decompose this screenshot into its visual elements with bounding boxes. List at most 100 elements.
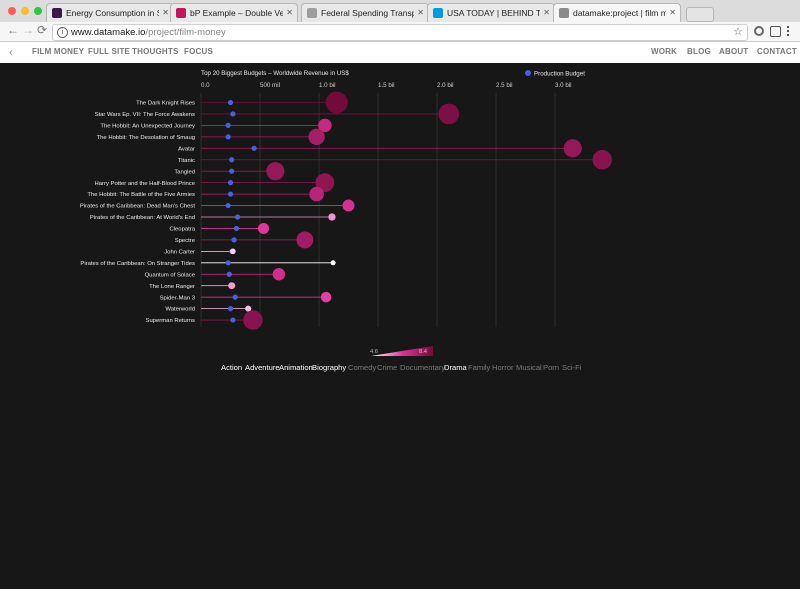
extension-page-icon[interactable] bbox=[770, 26, 781, 37]
nav-film-money[interactable]: FILM MONEY bbox=[32, 47, 85, 56]
film-row[interactable]: Pirates of the Caribbean: On Stranger Ti… bbox=[80, 260, 336, 267]
browser-tab-strip: Energy Consumption in Spain✕bP Example –… bbox=[0, 0, 800, 23]
genre-documentary[interactable]: Documentary bbox=[400, 363, 446, 372]
genre-sci-fi[interactable]: Sci-Fi bbox=[562, 363, 582, 372]
film-row[interactable]: Pirates of the Caribbean: At World's End bbox=[90, 213, 336, 221]
film-row[interactable]: Spectre bbox=[175, 231, 314, 249]
revenue-bubble[interactable] bbox=[318, 118, 332, 133]
film-money-chart: Top 20 Biggest Budgets – Worldwide Reven… bbox=[80, 70, 612, 356]
film-row[interactable]: Pirates of the Caribbean: Dead Man's Che… bbox=[80, 199, 355, 212]
film-row[interactable]: The Hobbit: The Battle of the Five Armie… bbox=[87, 186, 324, 202]
nav-thoughts[interactable]: THOUGHTS bbox=[132, 47, 179, 56]
film-row[interactable]: Avatar bbox=[178, 139, 582, 158]
genre-adventure[interactable]: Adventure bbox=[245, 363, 280, 372]
tab-close-icon[interactable]: ✕ bbox=[286, 8, 293, 17]
x-tick-labels: 0.0 500 mil 1.0 bil 1.5 bil 2.0 bil 2.5 bil 3.… bbox=[201, 82, 572, 89]
revenue-bubble[interactable] bbox=[243, 310, 263, 330]
film-row[interactable]: Tangled bbox=[174, 162, 285, 181]
site-info-icon[interactable]: i bbox=[57, 27, 68, 38]
film-row[interactable]: Waterworld bbox=[165, 305, 252, 313]
film-row[interactable]: John Carter bbox=[164, 248, 236, 256]
forward-arrow-icon[interactable]: → bbox=[22, 23, 34, 37]
nav-full-site[interactable]: FULL SITE bbox=[88, 47, 131, 56]
film-row[interactable]: The Hobbit: An Unexpected Journey bbox=[100, 118, 332, 133]
nav-blog[interactable]: BLOG bbox=[687, 47, 711, 56]
browser-tab[interactable]: Federal Spending Transparency✕ bbox=[301, 3, 429, 22]
revenue-bubble[interactable] bbox=[328, 213, 336, 221]
revenue-bubble[interactable] bbox=[438, 103, 460, 125]
revenue-bubble[interactable] bbox=[245, 305, 252, 312]
genre-action[interactable]: Action bbox=[221, 363, 243, 372]
revenue-bubble[interactable] bbox=[342, 199, 355, 212]
reload-icon[interactable]: ⟳ bbox=[37, 23, 48, 37]
revenue-bubble[interactable] bbox=[296, 231, 314, 249]
film-row[interactable]: Star Wars Ep. VII: The Force Awakens bbox=[95, 103, 460, 125]
bookmark-star-icon[interactable]: ☆ bbox=[733, 26, 743, 38]
close-window-icon[interactable] bbox=[8, 7, 16, 15]
film-row[interactable]: Titanic bbox=[178, 150, 612, 170]
genre-horror[interactable]: Horror bbox=[492, 363, 514, 372]
browser-tab[interactable]: datamake:project | film money✕ bbox=[553, 3, 681, 22]
tab-close-icon[interactable]: ✕ bbox=[162, 8, 169, 17]
genre-drama[interactable]: Drama bbox=[444, 363, 467, 372]
film-row[interactable]: Quantum of Solace bbox=[145, 268, 286, 281]
film-row[interactable]: Superman Returns bbox=[146, 310, 263, 330]
url-field[interactable]: i www.datamake.io/project/film-money ☆ bbox=[52, 24, 748, 41]
x-tick-label: 1.5 bil bbox=[378, 82, 395, 89]
revenue-bubble[interactable] bbox=[320, 291, 332, 303]
budget-dot bbox=[229, 168, 235, 174]
genre-porn[interactable]: Porn bbox=[543, 363, 560, 372]
genre-crime[interactable]: Crime bbox=[377, 363, 398, 372]
minimize-window-icon[interactable] bbox=[21, 7, 29, 15]
extension-ring-icon[interactable] bbox=[754, 26, 764, 36]
nav-back-chevron-icon[interactable]: ‹ bbox=[9, 45, 14, 59]
browser-tab[interactable]: bP Example – Double Vertical B✕ bbox=[170, 3, 298, 22]
revenue-bubble[interactable] bbox=[325, 91, 348, 114]
film-row[interactable]: The Hobbit: The Desolation of Smaug bbox=[97, 128, 325, 146]
film-row[interactable]: Harry Potter and the Half-Blood Prince bbox=[94, 173, 335, 193]
nav-work[interactable]: WORK bbox=[651, 47, 678, 56]
film-row[interactable]: Cleopatra bbox=[169, 222, 270, 234]
revenue-bubble[interactable] bbox=[315, 173, 335, 193]
film-row[interactable]: The Lone Ranger bbox=[149, 282, 236, 290]
revenue-bubble[interactable] bbox=[308, 128, 325, 146]
genre-musical[interactable]: Musical bbox=[516, 363, 542, 372]
genre-biography[interactable]: Biography bbox=[312, 363, 347, 372]
revenue-bubble[interactable] bbox=[272, 268, 286, 281]
film-title-label: John Carter bbox=[164, 249, 195, 255]
chart-title: Top 20 Biggest Budgets – Worldwide Reven… bbox=[201, 70, 349, 77]
revenue-bubble[interactable] bbox=[258, 222, 270, 234]
revenue-bubble[interactable] bbox=[230, 248, 236, 255]
revenue-bubble[interactable] bbox=[228, 282, 236, 290]
genre-animation[interactable]: Animation bbox=[279, 363, 313, 372]
tab-title: datamake:project | film money bbox=[573, 8, 666, 18]
browser-tab[interactable]: Energy Consumption in Spain✕ bbox=[46, 3, 174, 22]
genre-comedy[interactable]: Comedy bbox=[348, 363, 377, 372]
tab-close-icon[interactable]: ✕ bbox=[417, 8, 424, 17]
nav-focus[interactable]: FOCUS bbox=[184, 47, 213, 56]
tab-close-icon[interactable]: ✕ bbox=[669, 8, 676, 17]
genre-family[interactable]: Family bbox=[468, 363, 491, 372]
film-title-label: The Hobbit: The Desolation of Smaug bbox=[97, 135, 195, 141]
browser-tab[interactable]: USA TODAY | BEHIND THE BLO✕ bbox=[427, 3, 555, 22]
budget-dot bbox=[251, 145, 257, 151]
budget-dot bbox=[227, 306, 234, 312]
back-arrow-icon[interactable]: ← bbox=[7, 23, 19, 37]
tab-close-icon[interactable]: ✕ bbox=[543, 8, 550, 17]
zoom-window-icon[interactable] bbox=[34, 7, 42, 15]
revenue-bubble[interactable] bbox=[309, 186, 324, 202]
x-tick-label: 3.0 bil bbox=[555, 82, 572, 89]
revenue-bubble[interactable] bbox=[563, 139, 582, 158]
nav-about[interactable]: ABOUT bbox=[719, 47, 749, 56]
revenue-bubble[interactable] bbox=[330, 260, 336, 266]
revenue-bubble[interactable] bbox=[592, 150, 612, 170]
browser-menu-icon[interactable] bbox=[787, 26, 791, 36]
film-row[interactable]: The Dark Knight Rises bbox=[136, 91, 348, 114]
nav-contact[interactable]: CONTACT bbox=[757, 47, 797, 56]
budget-dot bbox=[229, 157, 235, 163]
film-row[interactable]: Spider-Man 3 bbox=[160, 291, 332, 303]
film-title-label: Quantum of Solace bbox=[145, 272, 196, 278]
tab-title: USA TODAY | BEHIND THE BLO bbox=[447, 8, 540, 18]
revenue-bubble[interactable] bbox=[266, 162, 285, 181]
new-tab-button[interactable] bbox=[686, 7, 714, 22]
